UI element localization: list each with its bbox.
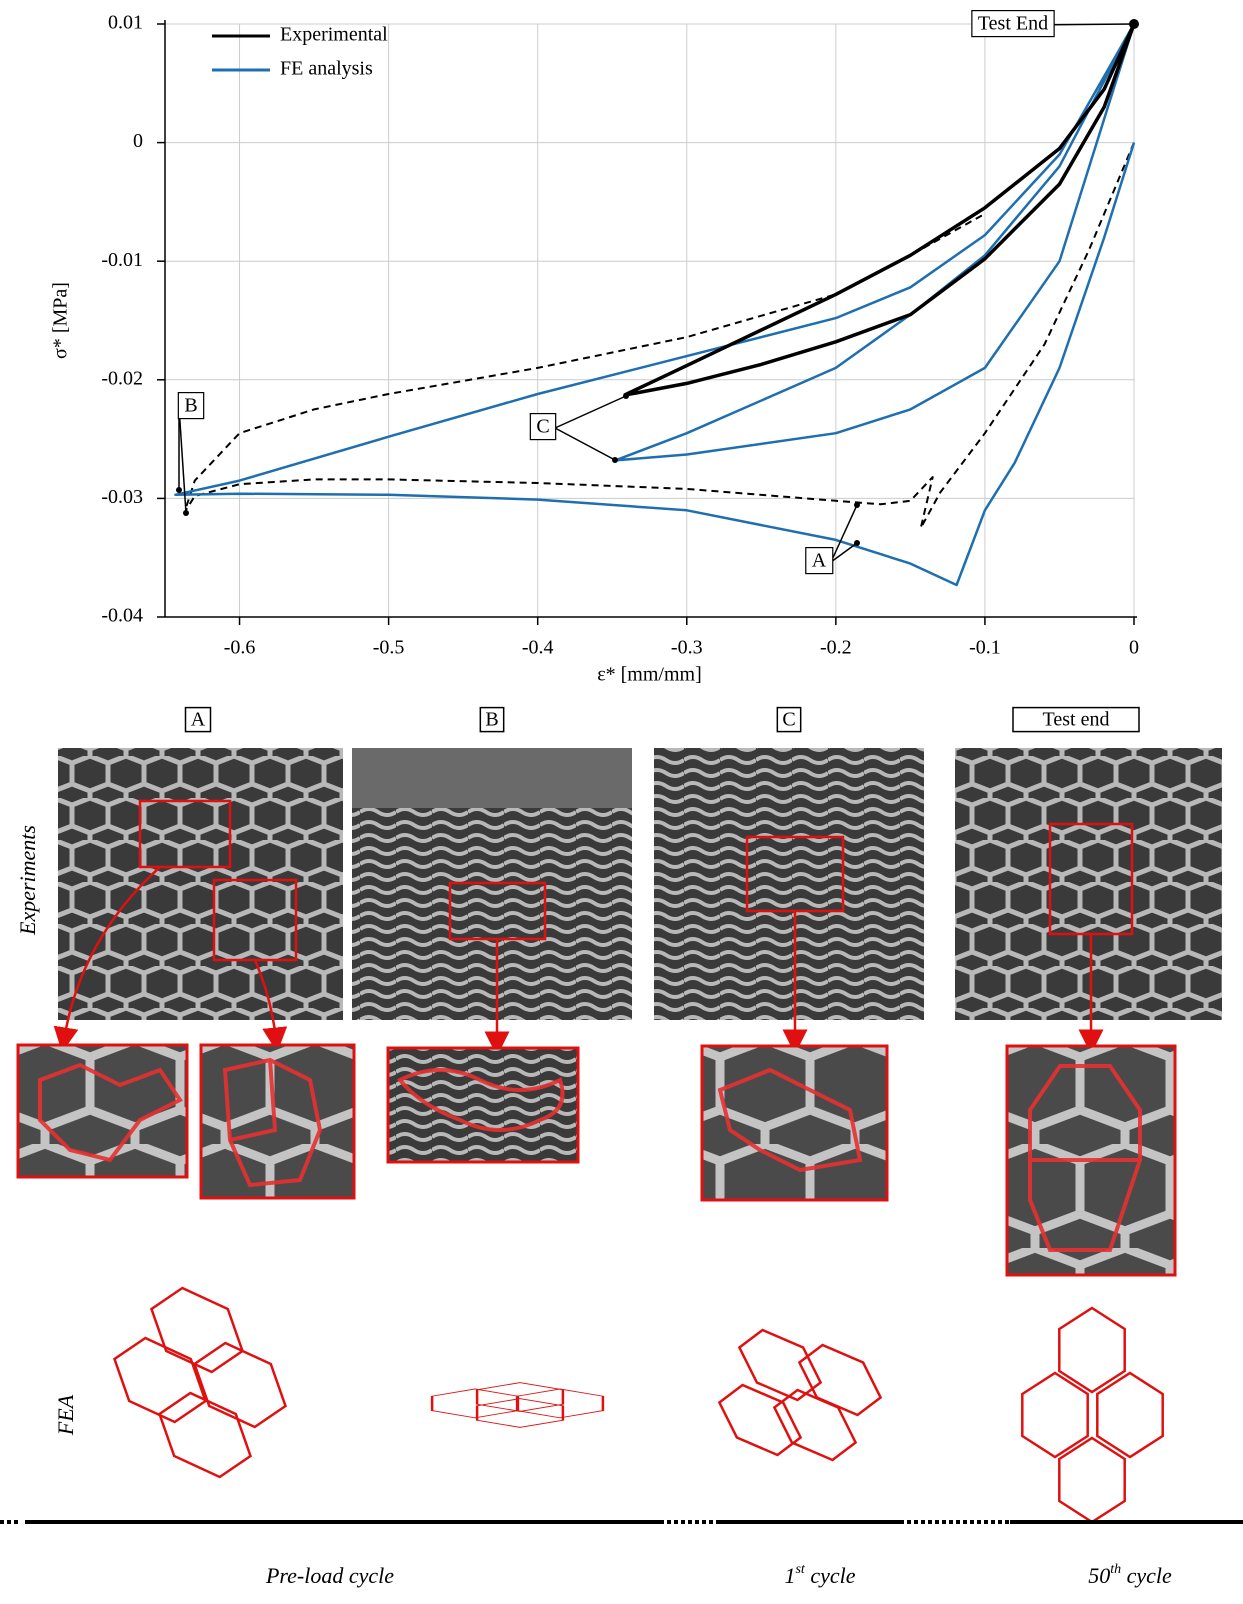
row-label: Experiments xyxy=(15,825,40,936)
y-axis-label: σ* [MPa] xyxy=(50,282,72,359)
fea-cell xyxy=(1058,1436,1126,1524)
annotation-point xyxy=(1129,19,1139,29)
annotation-point xyxy=(623,393,629,399)
leader-line xyxy=(178,406,187,514)
x-axis-label: ε* [mm/mm] xyxy=(597,664,702,686)
y-tick-label: -0.03 xyxy=(101,486,143,508)
x-tick-label: -0.2 xyxy=(820,637,852,659)
annotation-point xyxy=(176,487,182,493)
panel-label-box xyxy=(1012,706,1140,733)
cycle-label-part: cycle xyxy=(1121,1563,1172,1588)
cycle-label: 1st cycle xyxy=(784,1562,855,1588)
x-tick-label: -0.5 xyxy=(373,637,405,659)
series-line xyxy=(623,22,1136,397)
y-tick-label: -0.04 xyxy=(101,605,143,627)
y-tick-label: -0.01 xyxy=(101,249,143,271)
x-tick-label: 0 xyxy=(1129,637,1139,659)
photo xyxy=(654,748,924,1020)
annotation-point xyxy=(183,510,189,516)
x-tick-label: -0.6 xyxy=(224,637,256,659)
cycle-label-part: 50 xyxy=(1088,1563,1110,1588)
x-tick-label: -0.4 xyxy=(522,637,554,659)
fea-cell xyxy=(113,1336,207,1424)
series-line xyxy=(183,142,1135,529)
fea-cell xyxy=(797,1343,883,1417)
fea-cell xyxy=(1021,1371,1089,1459)
cycle-label-part: st xyxy=(795,1562,805,1577)
cycle-label-part: Pre-load cycle xyxy=(265,1563,394,1588)
annotation-box xyxy=(971,9,1055,38)
annotation-box xyxy=(177,391,205,420)
annotation: Test End xyxy=(978,13,1048,35)
annotation: B xyxy=(184,395,197,417)
panel-label-box xyxy=(184,706,212,733)
panel-label-box xyxy=(479,706,505,733)
fea-cell xyxy=(150,1286,244,1374)
annotation-point xyxy=(854,540,860,546)
leader-line xyxy=(830,542,858,563)
fea-cell xyxy=(717,1383,803,1457)
fea-shapes xyxy=(113,1286,1164,1524)
y-tick-label: 0 xyxy=(133,130,143,152)
x-tick-label: -0.1 xyxy=(969,637,1001,659)
zoom-insets xyxy=(16,1043,1177,1277)
fea-cell xyxy=(475,1382,565,1412)
fea-cell xyxy=(1058,1306,1126,1394)
fea-cell xyxy=(737,1328,823,1402)
leader-line xyxy=(554,395,627,429)
cycle-label-part: th xyxy=(1110,1562,1121,1577)
photo-clamp xyxy=(352,748,632,808)
series-line xyxy=(174,22,1136,587)
row-label: FEA xyxy=(53,1394,78,1436)
panel-label: B xyxy=(485,709,498,731)
fea-cell xyxy=(158,1391,252,1479)
annotation-box xyxy=(529,412,557,441)
photo xyxy=(58,748,343,1020)
inset-highlights xyxy=(38,1057,1142,1252)
fea-cell xyxy=(515,1388,605,1419)
cycle-label-part: 1 xyxy=(784,1563,795,1588)
image-panels xyxy=(0,748,1243,1524)
panel-label: C xyxy=(782,709,795,731)
panel-label: Test end xyxy=(1043,709,1110,731)
x-tick-label: -0.3 xyxy=(671,637,703,659)
legend-label: FE analysis xyxy=(280,58,373,80)
cycle-label: 50th cycle xyxy=(1088,1562,1172,1588)
cycle-label: Pre-load cycle xyxy=(265,1563,394,1588)
arrows xyxy=(53,866,1104,1057)
leader-line xyxy=(554,427,616,461)
legend-label: Experimental xyxy=(280,24,388,46)
annotation-box xyxy=(805,546,834,575)
y-tick-label: -0.02 xyxy=(101,367,143,389)
annotation: C xyxy=(536,416,549,438)
y-tick-label: 0.01 xyxy=(108,12,143,34)
panel-label-box xyxy=(776,706,802,733)
fea-cell xyxy=(430,1388,520,1419)
fea-cell xyxy=(193,1341,287,1429)
panel-label: A xyxy=(191,709,206,731)
annotation-point xyxy=(854,502,860,508)
cycle-label-part: cycle xyxy=(805,1563,856,1588)
fea-cell xyxy=(475,1398,565,1428)
photo xyxy=(955,748,1222,1020)
leader-line xyxy=(830,504,858,563)
fea-cell xyxy=(1096,1371,1164,1459)
annotation: A xyxy=(812,550,827,572)
annotation-point xyxy=(612,457,618,463)
